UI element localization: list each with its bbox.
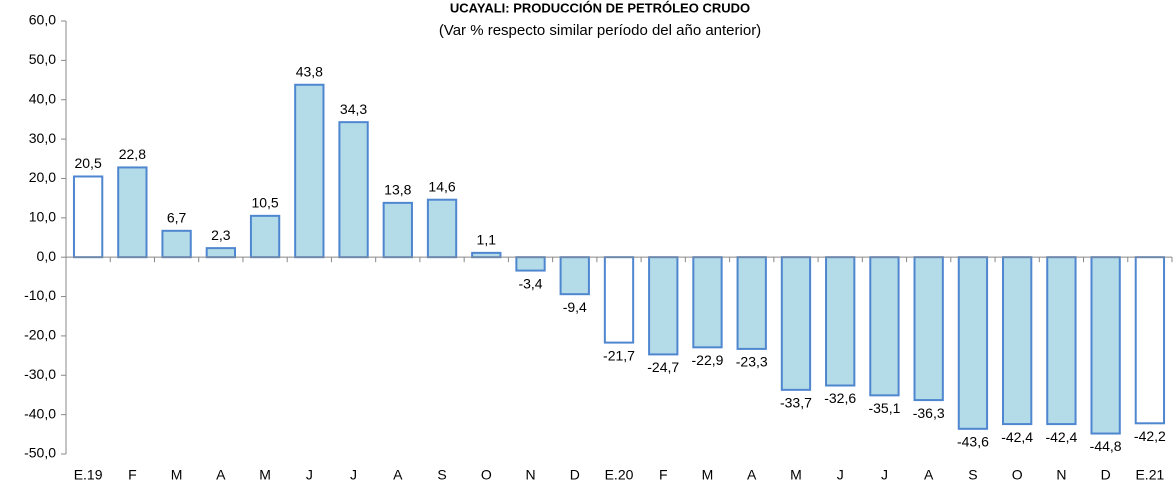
x-tick-label: S [437, 467, 446, 483]
x-tick-label: J [837, 467, 844, 483]
bar [648, 256, 679, 356]
x-tick-label: E.19 [74, 467, 103, 483]
value-label: -24,7 [647, 359, 679, 375]
x-tick-label: J [350, 467, 357, 483]
value-label: 1,1 [477, 232, 497, 248]
x-tick-label: A [924, 467, 934, 483]
bar [1002, 256, 1033, 426]
bar [1134, 256, 1166, 425]
y-tick-label: -30,0 [24, 366, 56, 382]
x-tick-label: M [702, 467, 714, 483]
x-tick-label: M [790, 467, 802, 483]
value-label: -23,3 [736, 354, 768, 370]
value-label: 34,3 [340, 101, 367, 117]
value-label: 43,8 [296, 63, 323, 79]
x-tick-label: J [306, 467, 313, 483]
bar [1046, 256, 1077, 426]
y-tick-label: -20,0 [24, 327, 56, 343]
value-label: 6,7 [167, 210, 187, 226]
x-tick-label: J [881, 467, 888, 483]
bar [338, 121, 369, 259]
bar [780, 256, 812, 391]
value-label: 20,5 [74, 155, 101, 171]
x-tick-label: N [525, 467, 535, 483]
y-tick-label: 10,0 [29, 209, 56, 225]
value-label: -36,3 [913, 405, 945, 421]
x-tick-label: E.21 [1135, 467, 1164, 483]
bar [736, 256, 767, 350]
y-tick-label: 20,0 [29, 169, 56, 185]
x-tick-label: E.20 [605, 467, 634, 483]
bar [1090, 256, 1121, 435]
value-label: -42,4 [1001, 429, 1033, 445]
bar [825, 256, 856, 387]
bar [249, 214, 281, 259]
y-tick-label: -40,0 [24, 405, 56, 421]
value-label: -43,6 [957, 434, 989, 450]
x-tick-label: M [259, 467, 271, 483]
bar [603, 256, 635, 344]
bar [161, 229, 192, 259]
chart-title: UCAYALI: PRODUCCIÓN DE PETRÓLEO CRUDO [450, 0, 750, 15]
value-label: 14,6 [428, 178, 455, 194]
bar [559, 256, 590, 296]
value-label: -32,6 [824, 390, 856, 406]
value-label: 13,8 [384, 182, 411, 198]
x-tick-label: A [216, 467, 226, 483]
bar [72, 175, 104, 259]
x-tick-label: F [128, 467, 137, 483]
y-tick-label: 40,0 [29, 90, 56, 106]
value-label: 10,5 [251, 195, 278, 211]
x-tick-label: A [747, 467, 757, 483]
x-tick-label: D [1101, 467, 1111, 483]
bar [957, 256, 989, 430]
bar [294, 83, 325, 259]
value-label: -21,7 [603, 347, 635, 363]
x-tick-label: D [570, 467, 580, 483]
x-tick-label: O [1012, 467, 1023, 483]
x-tick-label: N [1056, 467, 1066, 483]
x-tick-label: A [393, 467, 403, 483]
bar [117, 166, 148, 259]
value-label: -42,4 [1045, 429, 1077, 445]
chart-subtitle: (Var % respecto similar período del año … [439, 22, 761, 39]
value-label: -9,4 [563, 299, 587, 315]
bar [692, 256, 723, 349]
x-tick-label: O [481, 467, 492, 483]
x-tick-label: F [659, 467, 668, 483]
value-label: -33,7 [780, 395, 812, 411]
y-tick-label: 50,0 [29, 51, 56, 67]
bar [382, 201, 413, 259]
bar [913, 256, 944, 402]
value-label: -3,4 [518, 275, 542, 291]
value-label: 2,3 [211, 227, 231, 243]
value-label: -22,9 [692, 352, 724, 368]
value-label: 22,8 [119, 146, 146, 162]
x-tick-label: M [171, 467, 183, 483]
y-tick-label: -10,0 [24, 287, 56, 303]
y-tick-label: 30,0 [29, 130, 56, 146]
value-label: -35,1 [868, 400, 900, 416]
y-tick-label: 0,0 [37, 248, 57, 264]
y-tick-label: -50,0 [24, 445, 56, 461]
bar [471, 251, 502, 259]
value-label: -44,8 [1090, 438, 1122, 454]
bar [869, 256, 900, 397]
bar [205, 247, 236, 259]
value-label: -42,2 [1134, 428, 1166, 444]
x-tick-label: S [968, 467, 977, 483]
y-tick-label: 60,0 [29, 12, 56, 28]
bar [515, 256, 546, 272]
bar [426, 198, 458, 259]
